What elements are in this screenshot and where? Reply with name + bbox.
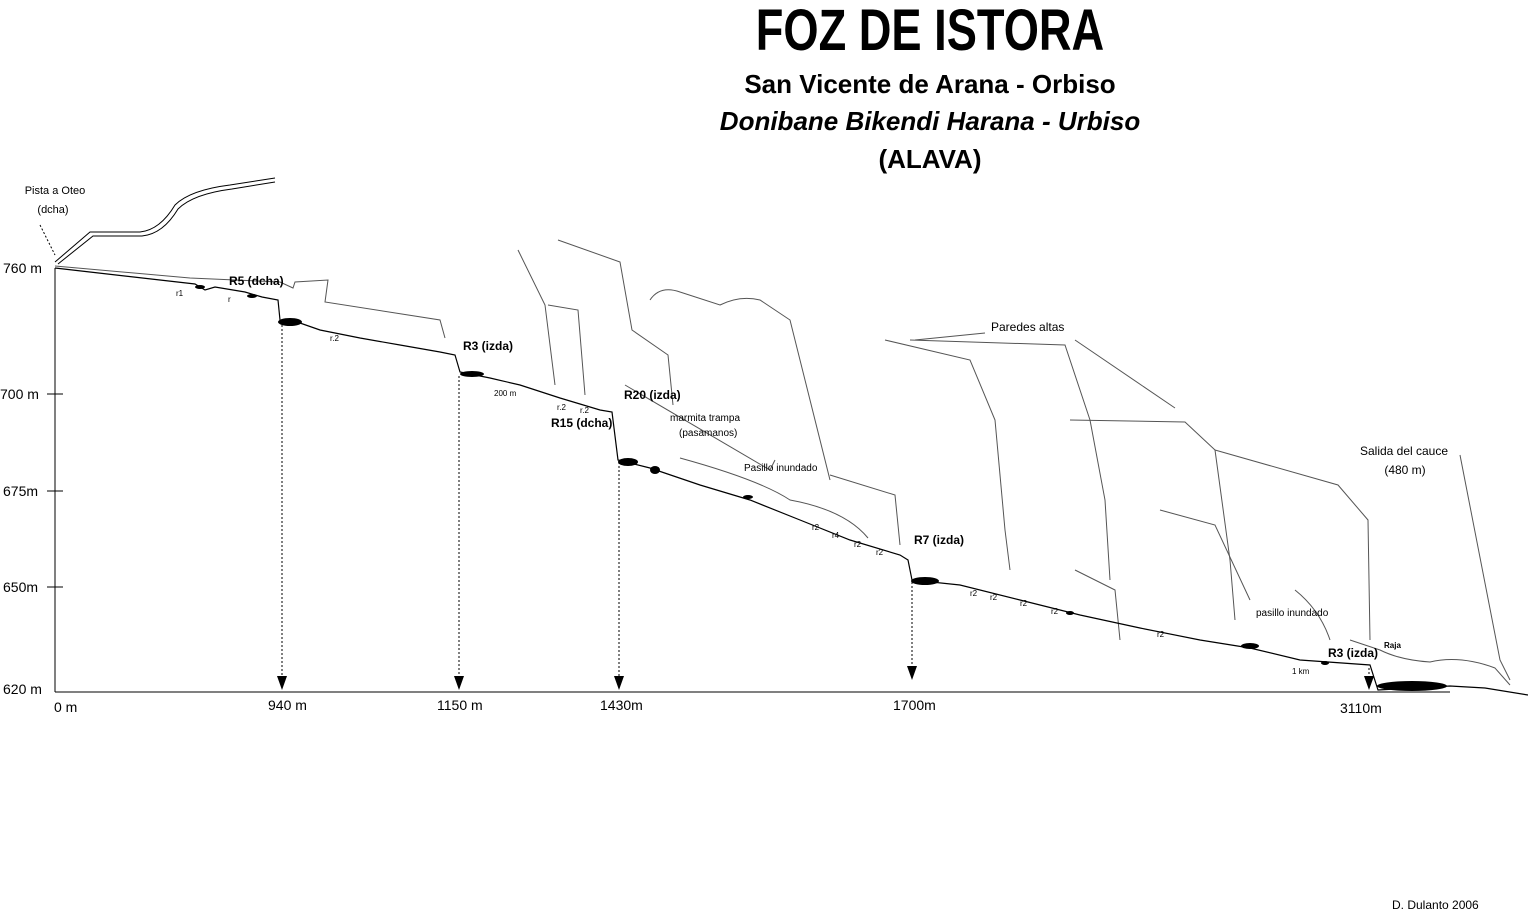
subtitle-basque: Donibane Bikendi Harana - Urbiso: [720, 106, 1141, 136]
distance: 1430m: [600, 697, 643, 713]
label: r: [228, 295, 231, 304]
label: R20 (izda): [624, 388, 681, 402]
annotations: Pista a Oteo (dcha) R5 (dcha) r1 r r.2 R…: [25, 185, 1449, 676]
distance: 0 m: [54, 699, 77, 715]
axes: [47, 268, 1450, 693]
label: r.2: [580, 406, 589, 415]
altitude: 675m: [3, 483, 38, 499]
label: r2: [876, 548, 884, 557]
label: pasillo inundado: [1256, 608, 1329, 619]
label: Salida del cauce: [1360, 444, 1448, 458]
label: r2: [970, 589, 978, 598]
label: Pista a Oteo: [25, 185, 86, 197]
label: r2: [1051, 607, 1059, 616]
label: R3 (izda): [463, 339, 513, 353]
label: 200 m: [494, 389, 517, 398]
altitude: 650m: [3, 579, 38, 595]
label: (pasamanos): [679, 428, 737, 439]
label: (480 m): [1384, 463, 1425, 477]
province: (ALAVA): [878, 144, 981, 174]
label: r2: [1157, 630, 1165, 639]
road: [39, 177, 276, 265]
distance: 1700m: [893, 697, 936, 713]
label: R15 (dcha): [551, 416, 612, 430]
distance: 3110m: [1340, 700, 1382, 716]
label: R5 (dcha): [229, 274, 284, 288]
profile: [54, 267, 1528, 696]
drop-arrows: [281, 325, 1370, 678]
label: r4: [832, 531, 840, 540]
label: r2: [1020, 599, 1028, 608]
label: r2: [990, 593, 998, 602]
arrow-heads: [277, 666, 1374, 690]
altitude: 760 m: [3, 260, 42, 276]
label: r1: [176, 289, 184, 298]
label: 1 km: [1292, 667, 1310, 676]
walls: [54, 239, 1511, 686]
label: Paredes altas: [991, 320, 1064, 334]
altitude-labels: 760 m 700 m 675m 650m 620 m: [0, 260, 42, 697]
label: Pasillo inundado: [744, 463, 818, 474]
title: FOZ DE ISTORA: [756, 0, 1104, 63]
label: R3 (izda): [1328, 646, 1378, 660]
label: r2: [812, 523, 820, 532]
label: R7 (izda): [914, 533, 964, 547]
subtitle: San Vicente de Arana - Orbiso: [744, 69, 1115, 99]
label: r.2: [557, 403, 566, 412]
label: r2: [854, 540, 862, 549]
distance: 940 m: [268, 697, 307, 713]
label: Raja: [1384, 641, 1401, 650]
altitude: 620 m: [3, 681, 42, 697]
label: (dcha): [37, 204, 68, 216]
label: marmita trampa: [670, 413, 740, 424]
altitude: 700 m: [0, 386, 39, 402]
label: r.2: [330, 334, 339, 343]
distance-labels: 0 m 940 m 1150 m 1430m 1700m 3110m: [54, 697, 1382, 716]
credit: D. Dulanto 2006: [1392, 898, 1479, 911]
distance: 1150 m: [437, 697, 483, 713]
